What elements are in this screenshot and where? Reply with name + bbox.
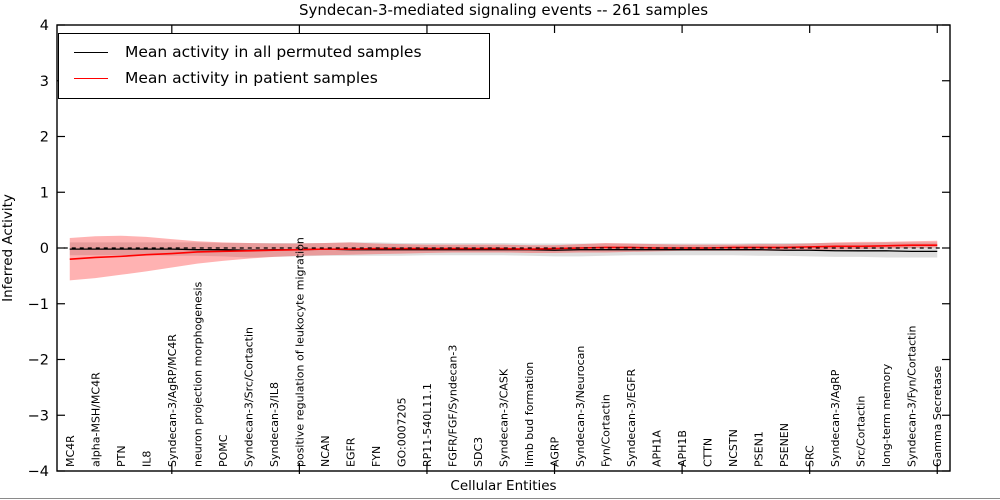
y-tick-label: 4 — [40, 18, 49, 34]
x-category-label: neuron projection morphogenesis — [191, 281, 204, 467]
x-category-label: Syndecan-3/Neurocan — [574, 346, 587, 467]
legend-item-patient: Mean activity in patient samples — [59, 65, 489, 91]
x-category-label: Fyn/Cortactin — [600, 394, 613, 467]
permuted-mean-line — [69, 248, 938, 252]
x-category-label: Syndecan-3/CASK — [498, 368, 511, 467]
x-category-label: MC4R — [64, 435, 77, 467]
x-category-label: AGRP — [549, 437, 562, 467]
x-category-label: Syndecan-3/Src/Cortactin — [242, 327, 255, 467]
x-category-label: limb bud formation — [523, 362, 536, 467]
y-tick-label: −2 — [28, 353, 49, 369]
y-tick-label: −4 — [28, 464, 49, 480]
y-tick-label: 0 — [40, 241, 49, 257]
screenshot-bottom-border — [0, 498, 1000, 499]
x-category-label: Src/Cortactin — [855, 396, 868, 467]
x-category-label: APH1A — [651, 430, 664, 467]
x-category-label: NCSTN — [727, 429, 740, 467]
permuted-line-swatch — [74, 51, 108, 53]
legend: Mean activity in all permuted samples Me… — [58, 33, 490, 99]
x-category-label: PSENEN — [778, 423, 791, 467]
y-tick-label: −3 — [28, 408, 49, 424]
x-axis-label: Cellular Entities — [450, 478, 557, 494]
x-category-label: RP11-540L11.1 — [421, 383, 434, 467]
x-category-label: Gamma Secretase — [931, 365, 944, 467]
legend-label-patient: Mean activity in patient samples — [125, 69, 378, 87]
legend-item-permuted: Mean activity in all permuted samples — [59, 39, 489, 65]
x-category-label: Syndecan-3/AgRP — [829, 369, 842, 467]
patient-mean-line — [69, 244, 938, 260]
legend-label-permuted: Mean activity in all permuted samples — [125, 43, 422, 61]
x-category-label: SDC3 — [472, 437, 485, 467]
x-category-label: SRC — [804, 445, 817, 467]
y-tick-label: −1 — [28, 297, 49, 313]
x-category-label: POMC — [217, 434, 230, 467]
x-category-label: GO:0007205 — [395, 397, 408, 467]
x-category-label: alpha-MSH/MC4R — [89, 372, 102, 467]
x-category-label: APH1B — [676, 430, 689, 467]
x-category-label: Syndecan-3/IL8 — [268, 382, 281, 467]
x-category-label: FYN — [370, 446, 383, 467]
x-category-label: PSEN1 — [753, 431, 766, 467]
x-category-label: long-term memory — [880, 363, 893, 467]
x-category-label: Syndecan-3/AgRP/MC4R — [166, 334, 179, 467]
x-category-label: Syndecan-3/Fyn/Cortactin — [906, 325, 919, 467]
x-category-label: positive regulation of leukocyte migrati… — [293, 237, 306, 467]
y-axis-label: Inferred Activity — [0, 194, 16, 302]
x-category-label: FGFR/FGF/Syndecan-3 — [446, 345, 459, 467]
y-tick-label: 3 — [40, 74, 49, 90]
patient-line-swatch — [74, 77, 108, 79]
x-category-label: EGFR — [344, 437, 357, 467]
x-category-label: CTTN — [702, 438, 715, 467]
y-tick-label: 1 — [40, 185, 49, 201]
x-category-label: NCAN — [319, 435, 332, 467]
patient-samples-range-band — [69, 235, 938, 281]
x-category-label: IL8 — [140, 451, 153, 467]
x-category-label: Syndecan-3/EGFR — [625, 369, 638, 467]
x-category-label: PTN — [115, 445, 128, 467]
chart-title: Syndecan-3-mediated signaling events -- … — [298, 1, 709, 19]
y-tick-label: 2 — [40, 130, 49, 146]
